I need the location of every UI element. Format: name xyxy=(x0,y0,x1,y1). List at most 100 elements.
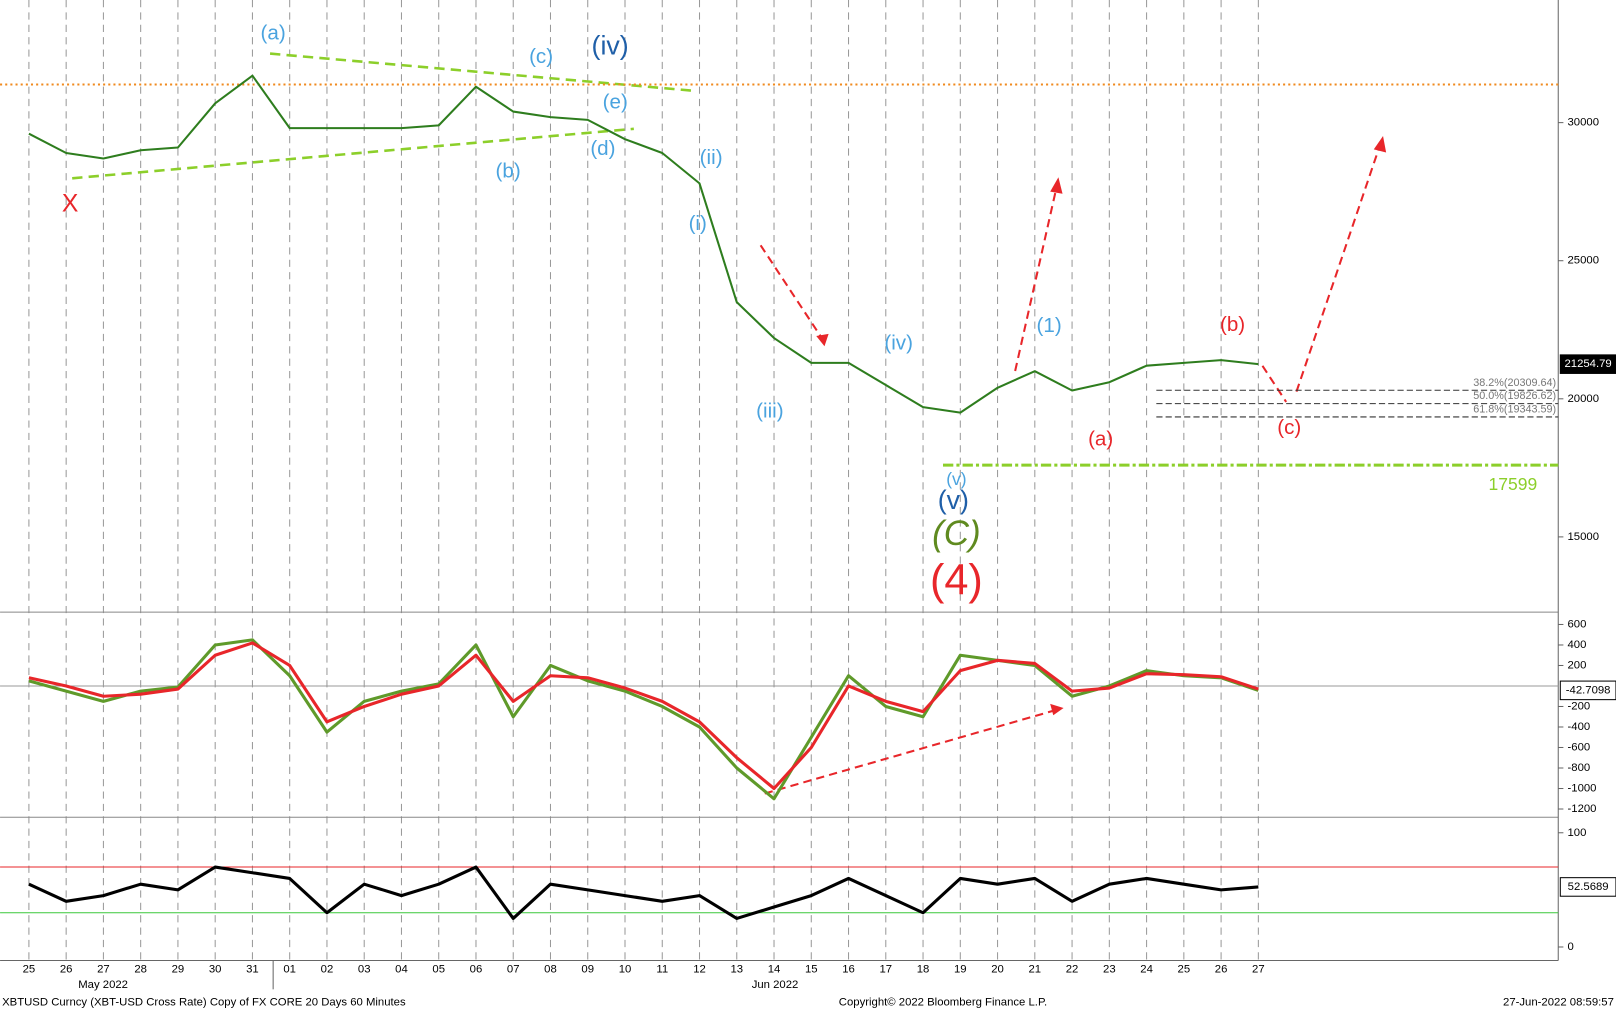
trend-line xyxy=(72,127,634,180)
wave-label: (d) xyxy=(590,137,615,160)
footer-right: 27-Jun-2022 08:59:57 xyxy=(1503,997,1614,1009)
arrow-heads xyxy=(816,136,1387,716)
x-tick-label: 07 xyxy=(507,964,520,976)
series-line xyxy=(28,865,1259,920)
wave-label: (1) xyxy=(1037,314,1062,337)
y-tick-label: 400 xyxy=(1568,639,1587,651)
series-line xyxy=(28,641,1259,791)
y-tick-label: -800 xyxy=(1568,762,1591,774)
x-tick-label: 31 xyxy=(246,964,259,976)
support-label: 17599 xyxy=(1489,474,1538,494)
last-value-label: 52.5689 xyxy=(1568,881,1609,893)
fib-label: 50.0%(19826.62) xyxy=(1473,390,1556,402)
x-tick-label: 01 xyxy=(283,964,296,976)
x-tick-label: 10 xyxy=(619,964,632,976)
series-line xyxy=(28,74,1259,414)
x-tick-label: 15 xyxy=(805,964,818,976)
y-tick-label: 20000 xyxy=(1568,393,1600,405)
x-tick-label: 29 xyxy=(172,964,185,976)
x-tick-label: 18 xyxy=(917,964,930,976)
y-tick-label: 200 xyxy=(1568,659,1587,671)
x-tick-label: 16 xyxy=(842,964,855,976)
x-tick-label: 25 xyxy=(1178,964,1191,976)
arrow xyxy=(1261,365,1288,403)
y-tick-label: 600 xyxy=(1568,618,1587,630)
wave-label: (ii) xyxy=(700,146,723,169)
arrow-head xyxy=(1050,177,1063,194)
y-tick-label: 0 xyxy=(1568,941,1574,953)
x-tick-label: 22 xyxy=(1066,964,1079,976)
y-tick-label: 100 xyxy=(1568,827,1587,839)
month-label: May 2022 xyxy=(78,979,128,991)
wave-label: (v) xyxy=(946,469,966,489)
x-tick-label: 12 xyxy=(693,964,706,976)
wave-labels: (a) (c) (iv) (e) X (b) (d) (ii) (i) (iii… xyxy=(62,21,1301,604)
arrow xyxy=(759,244,826,343)
wave-label: (b) xyxy=(496,160,521,183)
y-tick-label: -600 xyxy=(1568,741,1591,753)
last-value-label: 21254.79 xyxy=(1565,358,1612,370)
x-tick-label: 26 xyxy=(60,964,73,976)
wave-label: (4) xyxy=(930,557,983,605)
fib-label: 38.2%(20309.64) xyxy=(1473,377,1556,389)
x-tick-label: 23 xyxy=(1103,964,1116,976)
x-tick-label: 04 xyxy=(395,964,408,976)
wave-label: (iv) xyxy=(884,332,913,355)
wave-label: (b) xyxy=(1220,313,1245,336)
x-tick-label: 13 xyxy=(730,964,743,976)
arrow xyxy=(1295,141,1382,392)
wave-label: (v) xyxy=(938,485,969,515)
x-tick-label: 03 xyxy=(358,964,371,976)
y-tick-label: 15000 xyxy=(1568,531,1600,543)
fib-label: 61.8%(19343.59) xyxy=(1473,404,1556,416)
y-tick-label: -1200 xyxy=(1568,803,1597,815)
x-tick-label: 25 xyxy=(23,964,36,976)
x-tick-label: 21 xyxy=(1029,964,1042,976)
y-tick-label: -400 xyxy=(1568,721,1591,733)
wave-label: (C) xyxy=(932,514,981,553)
wave-label: X xyxy=(62,191,78,218)
wave-label: (iii) xyxy=(756,400,783,423)
y-tick-label: 25000 xyxy=(1568,255,1600,267)
wave-label: (c) xyxy=(1277,416,1301,439)
arrow xyxy=(764,708,1060,795)
arrows xyxy=(759,141,1382,795)
wave-label: (a) xyxy=(261,21,286,44)
x-tick-label: 30 xyxy=(209,964,222,976)
month-label: Jun 2022 xyxy=(752,979,799,991)
wave-label: (a) xyxy=(1088,427,1113,450)
x-tick-label: 19 xyxy=(954,964,967,976)
series-line xyxy=(28,638,1259,801)
arrow-head xyxy=(1050,703,1064,716)
wave-label: (c) xyxy=(529,45,553,68)
x-tick-label: 11 xyxy=(656,964,668,976)
x-tick-label: 08 xyxy=(544,964,557,976)
x-tick-label: 09 xyxy=(581,964,594,976)
arrow-head xyxy=(1373,136,1387,153)
wave-label: (iv) xyxy=(592,30,629,60)
footer-left: XBTUSD Curncy (XBT-USD Cross Rate) Copy … xyxy=(2,997,406,1009)
x-tick-label: 24 xyxy=(1140,964,1153,976)
x-tick-label: 20 xyxy=(991,964,1004,976)
x-tick-label: 26 xyxy=(1215,964,1228,976)
trend-line xyxy=(269,52,693,92)
x-tick-label: 06 xyxy=(470,964,483,976)
y-tick-label: -1000 xyxy=(1568,783,1597,795)
x-tick-label: 27 xyxy=(97,964,110,976)
y-tick-label: 30000 xyxy=(1568,117,1600,129)
x-tick-label: 27 xyxy=(1252,964,1265,976)
x-tick-label: 14 xyxy=(768,964,781,976)
arrow-head xyxy=(816,333,829,347)
x-tick-label: 05 xyxy=(432,964,445,976)
arrow xyxy=(1014,183,1059,372)
wave-label: (e) xyxy=(603,90,628,113)
x-tick-label: 28 xyxy=(134,964,147,976)
x-tick-label: 17 xyxy=(879,964,892,976)
grid xyxy=(28,0,1259,961)
x-tick-label: 02 xyxy=(321,964,334,976)
footer-center: Copyright© 2022 Bloomberg Finance L.P. xyxy=(839,997,1047,1009)
last-value-label: -42.7098 xyxy=(1566,684,1611,696)
wave-label: (i) xyxy=(689,212,707,235)
